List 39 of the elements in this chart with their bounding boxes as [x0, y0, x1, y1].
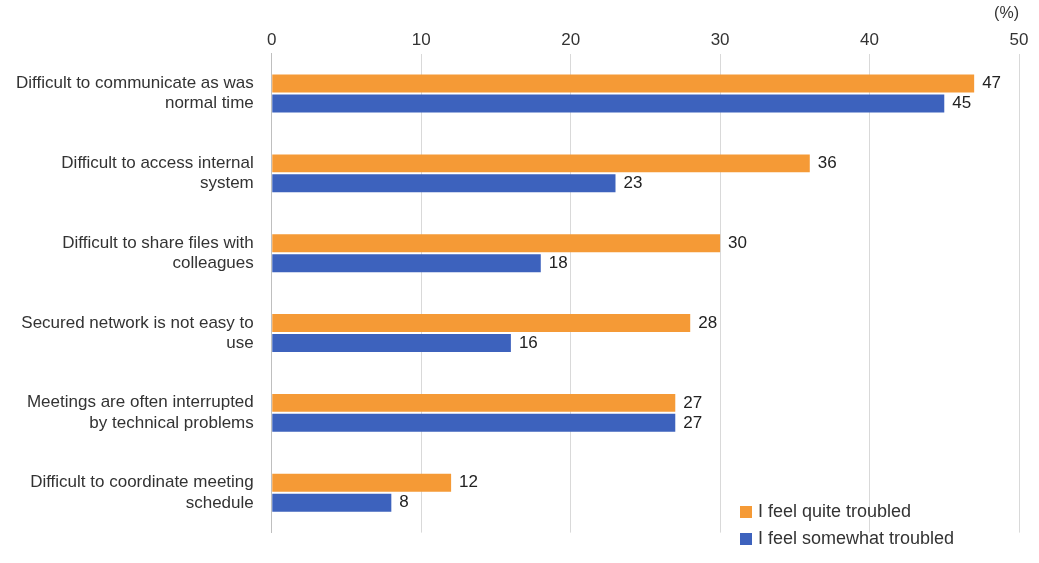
bar [272, 334, 511, 352]
bar [272, 154, 810, 173]
data-label: 28 [698, 312, 718, 332]
data-label: 8 [399, 492, 409, 512]
data-label: 30 [728, 232, 748, 252]
bar [272, 234, 721, 253]
x-tick-label: 30 [710, 30, 730, 50]
data-label: 47 [982, 73, 1002, 93]
data-label: 36 [817, 153, 837, 173]
y-tick-label: Difficult to share files with colleagues [62, 232, 254, 273]
y-tick-label: Difficult to communicate as was normal time [15, 73, 254, 113]
data-label: 16 [518, 332, 538, 352]
bar [272, 254, 541, 273]
x-axis-title: (%) [994, 4, 1019, 22]
x-tick-label: 40 [860, 30, 880, 50]
bar [272, 393, 676, 412]
y-tick-label: Difficult to access internal system [61, 152, 254, 193]
bar [272, 413, 676, 432]
x-tick-label: 20 [561, 30, 581, 50]
y-tick-label: Secured network is not easy to use [21, 312, 254, 352]
legend-label: I feel quite troubled [757, 501, 911, 522]
y-tick-label: Meetings are often interrupted by technical problems [26, 392, 254, 432]
data-label: 18 [548, 252, 568, 272]
legend-label: I feel somewhat troubled [757, 528, 954, 549]
x-tick-label: 50 [1009, 30, 1029, 50]
data-label: 45 [952, 93, 972, 113]
bar [272, 74, 975, 93]
data-label: 12 [459, 472, 479, 492]
x-tick-label: 10 [411, 30, 431, 50]
x-tick-label: 0 [267, 30, 277, 50]
bar [272, 473, 452, 492]
bar [272, 314, 691, 333]
data-label: 27 [683, 412, 703, 432]
y-tick-label: Difficult to coordinate meeting schedule [30, 472, 254, 512]
data-label: 23 [623, 173, 643, 193]
bar [272, 174, 616, 193]
bar [272, 94, 945, 113]
bar [272, 493, 392, 512]
data-label: 27 [683, 392, 703, 412]
